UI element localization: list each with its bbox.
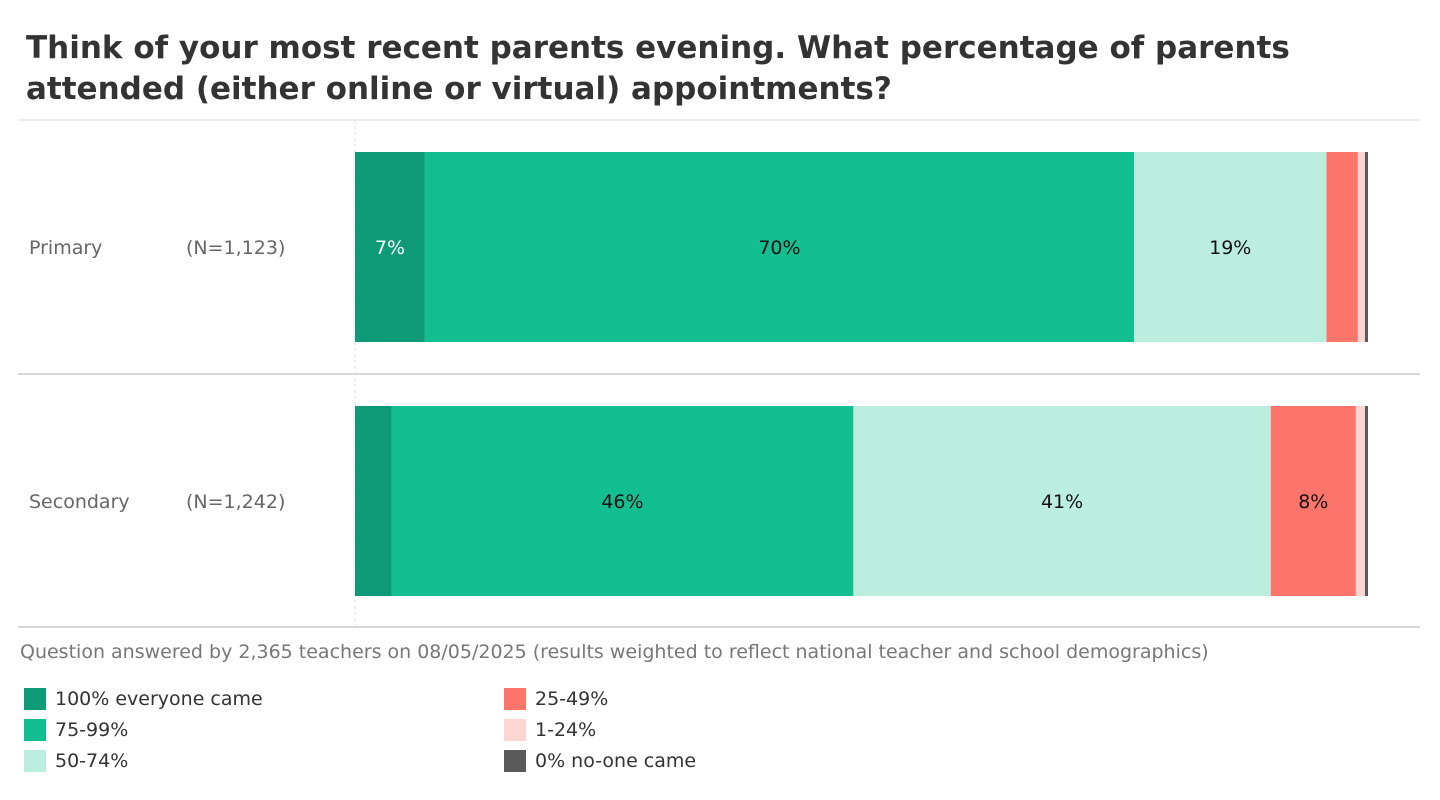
legend-label: 25-49% [535,687,609,710]
bar-segment [1133,152,1327,342]
chart-footnote: Question answered by 2,365 teachers on 0… [20,641,1209,663]
data-label: 41% [1041,491,1083,513]
bar-segment [1364,152,1368,342]
legend-item: 75-99% [24,714,263,745]
legend-swatch [24,718,46,741]
bar-segment [1355,406,1365,596]
legend-label: 1-24% [535,718,597,741]
legend-swatch [504,718,526,741]
category-n-label: (N=1,123) [186,237,285,259]
data-label: 8% [1298,491,1328,513]
bar-segment [391,406,854,596]
legend-swatch [504,749,526,772]
legend-item: 1-24% [504,714,696,745]
category-label: Secondary [29,491,130,513]
legend-column-1: 100% everyone came 75-99% 50-74% [24,683,263,776]
category-label: Primary [29,237,102,259]
data-label: 46% [601,491,643,513]
legend-item: 0% no-one came [504,745,696,776]
legend-item: 25-49% [504,683,696,714]
bar-segment [1270,406,1356,596]
category-n-label: (N=1,242) [186,491,285,513]
bar-segment [853,406,1271,596]
bar-segment [424,152,1134,342]
data-label: 19% [1209,237,1251,259]
legend-swatch [24,687,46,710]
bar-segment [1364,406,1368,596]
chart-title: Think of your most recent parents evenin… [26,30,1290,107]
data-label: 70% [758,237,800,259]
bar-segment [1357,152,1365,342]
bar-segment [355,406,392,596]
legend-item: 100% everyone came [24,683,263,714]
legend-label: 100% everyone came [55,687,263,710]
legend-swatch [24,749,46,772]
legend-swatch [504,687,526,710]
data-label: 7% [375,237,405,259]
bar-segment [355,152,425,342]
bar-segment [1326,152,1358,342]
legend-label: 75-99% [55,718,129,741]
legend-item: 50-74% [24,745,263,776]
legend-label: 0% no-one came [535,749,697,772]
legend-column-2: 25-49% 1-24% 0% no-one came [504,683,696,776]
legend-label: 50-74% [55,749,129,772]
